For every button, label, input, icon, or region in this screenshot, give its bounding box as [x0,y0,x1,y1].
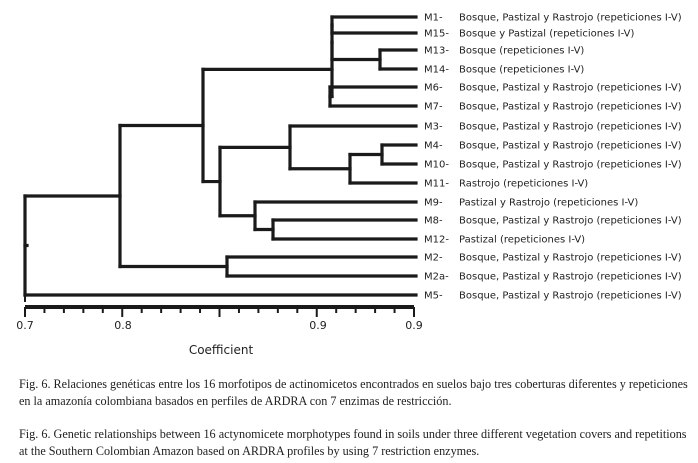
leaf-id: M12- [424,235,449,246]
leaf-id: M15- [424,29,449,40]
leaf-id: M2a- [424,272,449,283]
leaf-label: Pastizal y Rastrojo (repeticiones I-V) [459,198,638,209]
leaf-id: M7- [424,102,443,113]
x-axis-tick-label: 0.9 [405,319,423,332]
leaf-label: Bosque (repeticiones I-V) [459,65,584,76]
leaf-id: M13- [424,46,449,57]
x-axis-tick-label: 0.9 [309,319,327,332]
leaf-id: M6- [424,83,443,94]
leaf-label: Bosque, Pastizal y Rastrojo (repeticione… [459,83,682,94]
leaf-id: M3- [424,122,443,133]
leaf-id: M11- [424,179,449,190]
x-axis-tick-label: 0.7 [16,319,34,332]
leaf-label: Bosque, Pastizal y Rastrojo (repeticione… [459,160,682,171]
x-axis-tick-label: 0.8 [114,319,132,332]
caption-english: Fig. 6. Genetic relationships between 16… [19,427,687,458]
dendrogram-svg: M1- Bosque, Pastizal y Rastrojo (repetici… [16,13,682,358]
leaf-label: Bosque (repeticiones I-V) [459,46,584,57]
leaf-id: M1- [424,13,443,24]
leaf-id: M9- [424,198,443,209]
caption-spanish: Fig. 6. Relaciones genéticas entre los 1… [19,377,688,408]
leaf-label: Bosque, Pastizal y Rastrojo (repeticione… [459,102,682,113]
leaf-label: Bosque, Pastizal y Rastrojo (repeticione… [459,122,682,133]
leaf-id: M5- [424,291,443,302]
leaf-label: Bosque y Pastizal (repeticiones I-V) [459,29,634,40]
leaf-id: M4- [424,141,443,152]
leaf-label: Bosque, Pastizal y Rastrojo (repeticione… [459,291,682,302]
leaf-label: Bosque, Pastizal y Rastrojo (repeticione… [459,216,682,227]
leaf-label: Bosque, Pastizal y Rastrojo (repeticione… [459,272,682,283]
leaf-label: Bosque, Pastizal y Rastrojo (repeticione… [459,141,682,152]
leaf-id: M10- [424,160,449,171]
leaf-label: Bosque, Pastizal y Rastrojo (repeticione… [459,253,682,264]
leaf-id: M14- [424,65,449,76]
x-axis-title: Coefficient [189,343,254,357]
leaf-id: M8- [424,216,443,227]
leaf-id: M2- [424,253,443,264]
leaf-label: Rastrojo (repeticiones I-V) [459,179,588,190]
leaf-label: Pastizal (repeticiones I-V) [459,235,585,246]
leaf-label: Bosque, Pastizal y Rastrojo (repeticione… [459,13,682,24]
